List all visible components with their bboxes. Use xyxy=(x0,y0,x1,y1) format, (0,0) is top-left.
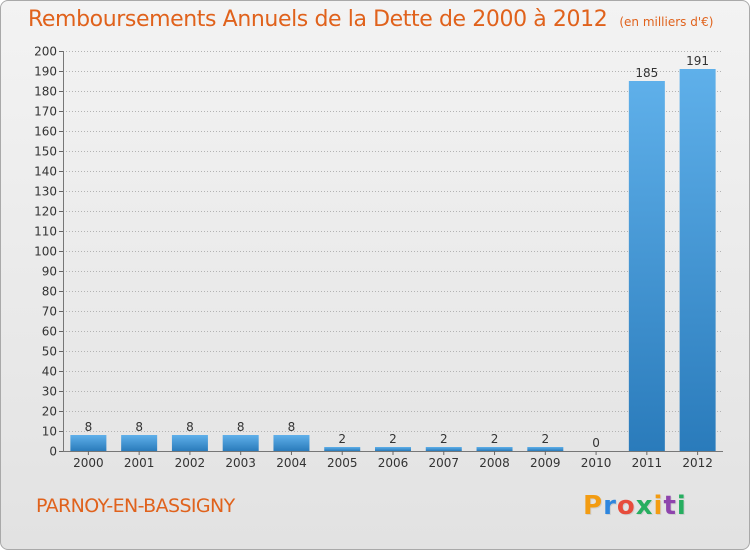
x-tick-label: 2000 xyxy=(73,456,104,470)
logo-letter: i xyxy=(676,491,687,521)
x-tick-label: 2009 xyxy=(530,456,561,470)
data-label: 8 xyxy=(85,420,93,434)
y-tick-label: 100 xyxy=(34,245,57,259)
y-tick-label: 20 xyxy=(42,405,57,419)
bar xyxy=(70,435,107,451)
y-tick-label: 130 xyxy=(34,185,57,199)
logo-letter: P xyxy=(583,491,604,521)
x-tick-label: 2008 xyxy=(479,456,510,470)
y-tick-label: 140 xyxy=(34,165,57,179)
bar xyxy=(171,435,208,451)
y-tick-label: 160 xyxy=(34,125,57,139)
x-tick-label: 2002 xyxy=(175,456,206,470)
x-tick-label: 2007 xyxy=(428,456,459,470)
y-tick-label: 30 xyxy=(42,385,57,399)
data-label: 8 xyxy=(135,420,143,434)
x-tick-label: 2012 xyxy=(682,456,713,470)
logo-letter: r xyxy=(603,491,617,521)
x-tick-label: 2010 xyxy=(581,456,612,470)
y-tick-label: 10 xyxy=(42,425,57,439)
y-tick-label: 60 xyxy=(42,325,57,339)
data-label: 0 xyxy=(592,436,600,450)
logo-letter: i xyxy=(653,491,664,521)
y-tick-label: 0 xyxy=(49,445,57,459)
bar xyxy=(121,435,158,451)
data-label: 191 xyxy=(686,54,709,68)
logo-letter: o xyxy=(616,491,636,521)
x-tick-label: 2005 xyxy=(327,456,358,470)
logo-letter: x xyxy=(635,491,654,521)
y-tick-label: 50 xyxy=(42,345,57,359)
data-label: 8 xyxy=(237,420,245,434)
y-tick-label: 200 xyxy=(34,45,57,59)
data-label: 8 xyxy=(186,420,194,434)
y-tick-label: 80 xyxy=(42,285,57,299)
proxiti-logo: Proxiti xyxy=(583,491,687,521)
chart-subtitle: (en milliers d'€) xyxy=(619,15,714,29)
x-tick-label: 2003 xyxy=(225,456,256,470)
x-tick-label: 2001 xyxy=(124,456,155,470)
logo-letter: t xyxy=(663,491,677,521)
x-tick-label: 2004 xyxy=(276,456,307,470)
data-label: 185 xyxy=(635,66,658,80)
y-tick-label: 190 xyxy=(34,65,57,79)
bar xyxy=(222,435,259,451)
data-label: 2 xyxy=(440,432,448,446)
data-label: 2 xyxy=(491,432,499,446)
chart-title-text: Remboursements Annuels de la Dette de 20… xyxy=(28,7,608,32)
bar xyxy=(527,447,564,451)
data-label: 8 xyxy=(288,420,296,434)
y-tick-label: 70 xyxy=(42,305,57,319)
y-tick-label: 180 xyxy=(34,85,57,99)
x-tick-label: 2006 xyxy=(378,456,409,470)
bar xyxy=(375,447,411,451)
x-tick-label: 2011 xyxy=(632,456,663,470)
bar xyxy=(476,447,513,451)
data-label: 2 xyxy=(389,432,397,446)
y-tick-label: 150 xyxy=(34,145,57,159)
data-label: 2 xyxy=(338,432,346,446)
y-tick-label: 40 xyxy=(42,365,57,379)
y-tick-label: 120 xyxy=(34,205,57,219)
bar xyxy=(628,81,665,451)
y-tick-label: 90 xyxy=(42,265,57,279)
y-tick-label: 170 xyxy=(34,105,57,119)
bar xyxy=(679,69,716,451)
y-tick-label: 110 xyxy=(34,225,57,239)
bar xyxy=(324,447,361,451)
bar xyxy=(273,435,310,451)
commune-name: PARNOY-EN-BASSIGNY xyxy=(36,495,235,517)
chart-title: Remboursements Annuels de la Dette de 20… xyxy=(28,7,713,32)
bar xyxy=(425,447,462,451)
data-label: 2 xyxy=(541,432,549,446)
